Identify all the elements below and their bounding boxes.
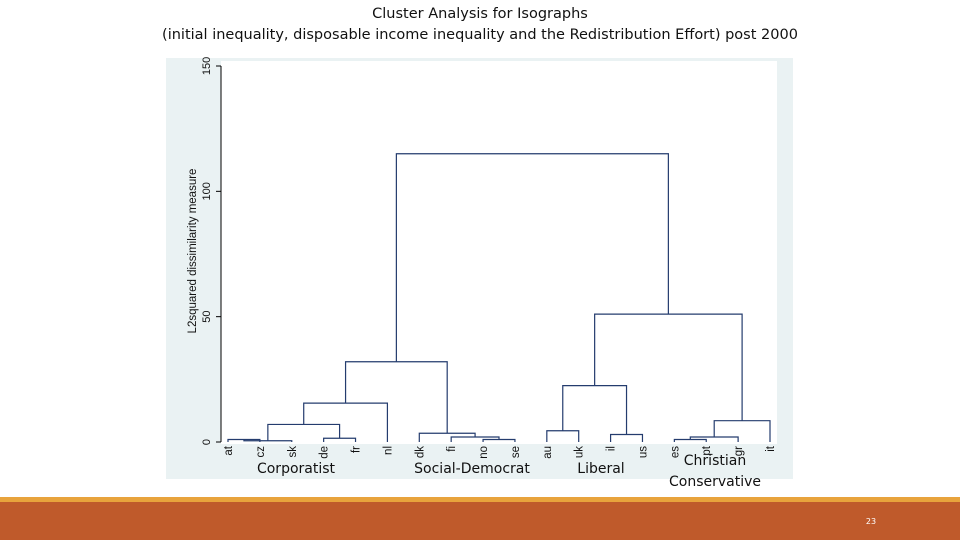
dendrogram-link-c12 bbox=[562, 385, 628, 435]
y-tick-label: 150 bbox=[201, 57, 213, 75]
group-label-social-democrat: Social-Democrat bbox=[414, 461, 530, 477]
dendrogram-link-c8 bbox=[418, 432, 476, 442]
leaf-label-at: at bbox=[223, 445, 235, 455]
dendrogram-link-c7 bbox=[450, 436, 500, 442]
leaf-label-fr: fr bbox=[351, 446, 363, 453]
dendrogram-link-c14 bbox=[689, 436, 739, 442]
leaf-label-de: de bbox=[319, 446, 331, 459]
leaf-label-dk: dk bbox=[414, 446, 426, 458]
dendrogram-link-c2 bbox=[243, 439, 293, 442]
group-label-christian-conservative: Christian Conservative bbox=[655, 451, 775, 493]
dendrogram-link-c16 bbox=[594, 313, 743, 421]
axis-layer: 0 50 100 150 L2squared dissimilarity measure bbox=[187, 57, 222, 445]
leaf-label-au: au bbox=[542, 446, 554, 459]
leaf-label-no: no bbox=[478, 446, 490, 459]
dendrogram-link-c3 bbox=[323, 437, 357, 442]
link-layer bbox=[227, 153, 771, 442]
y-tick-label: 100 bbox=[201, 182, 213, 200]
dendrogram-link-c10 bbox=[546, 430, 580, 442]
leaf-label-se: se bbox=[510, 446, 522, 458]
group-label-line: Christian bbox=[683, 453, 747, 469]
leaf-label-uk: uk bbox=[574, 446, 586, 458]
leaf-label-gr: gr bbox=[733, 446, 745, 456]
leaf-label-cz: cz bbox=[255, 446, 267, 458]
slide-title: Cluster Analysis for Isographs bbox=[372, 6, 588, 22]
dendrogram-link-c5 bbox=[303, 402, 389, 442]
leaf-label-pt: pt bbox=[701, 445, 713, 455]
group-label-liberal: Liberal bbox=[577, 461, 625, 477]
leaf-label-layer: at cz sk de fr nl dk fi no se au uk il us es pt gr it bbox=[223, 445, 777, 459]
y-tick-label: 0 bbox=[201, 439, 213, 445]
group-label-corporatist: Corporatist bbox=[256, 461, 336, 477]
dendrogram-link-c9 bbox=[344, 361, 448, 434]
leaf-label-us: us bbox=[637, 446, 649, 458]
group-label-line: Conservative bbox=[668, 474, 762, 490]
plot-area bbox=[221, 61, 777, 444]
dendrogram-link-c13 bbox=[673, 438, 707, 442]
y-tick-label: 50 bbox=[201, 311, 213, 323]
footer-bar bbox=[0, 502, 960, 540]
page-number: 23 bbox=[865, 517, 877, 526]
leaf-label-it: it bbox=[765, 445, 777, 452]
leaf-label-es: es bbox=[669, 446, 681, 458]
dendrogram-link-c11 bbox=[609, 433, 644, 442]
footer-accent-bar bbox=[0, 497, 960, 502]
dendrogram-link-c17 bbox=[395, 153, 669, 362]
dendrogram-link-c6 bbox=[482, 438, 516, 442]
dendrogram-link-c15 bbox=[713, 420, 771, 442]
slide-subtitle: (initial inequality, disposable income i… bbox=[162, 27, 798, 43]
y-axis-title: L2squared dissimilarity measure bbox=[187, 169, 199, 334]
leaf-label-il: il bbox=[606, 446, 618, 451]
leaf-label-sk: sk bbox=[287, 446, 299, 458]
leaf-label-fi: fi bbox=[446, 446, 458, 452]
leaf-label-nl: nl bbox=[382, 446, 394, 455]
